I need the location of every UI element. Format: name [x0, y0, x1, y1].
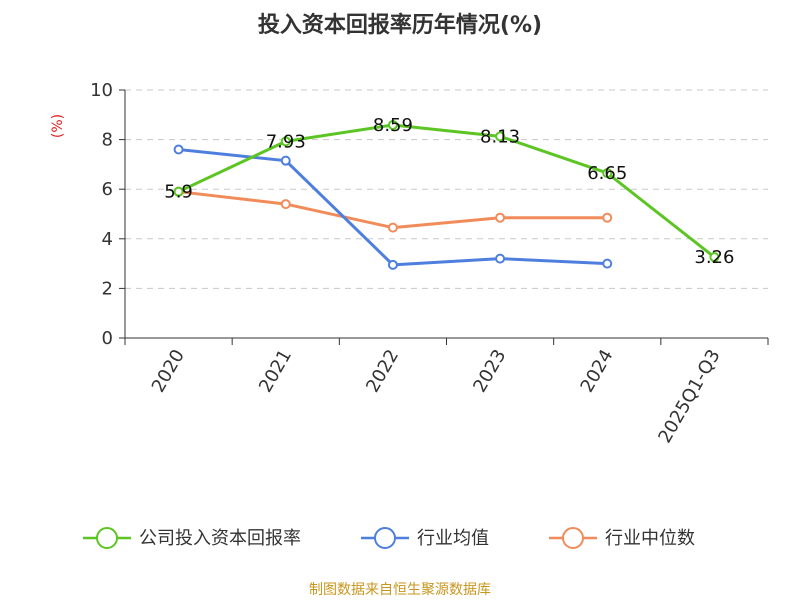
series-line: [178, 190, 608, 230]
data-point: [280, 199, 291, 210]
legend-item[interactable]: 行业均值: [361, 527, 489, 549]
x-tick-label: 2024: [576, 346, 617, 396]
legend-label: 行业中位数: [605, 528, 695, 549]
data-point: [280, 155, 291, 166]
x-tick-label: 2021: [255, 346, 296, 396]
gridlines: [125, 89, 768, 289]
series-line: [177, 123, 716, 259]
x-tick-label: 2023: [469, 346, 510, 396]
data-label: 8.59: [373, 115, 413, 136]
y-tick-label: 0: [102, 328, 113, 349]
data-label: 6.65: [587, 163, 627, 184]
x-tick-label: 2020: [148, 346, 189, 396]
y-tick-label: 6: [102, 179, 113, 200]
legend-marker: [562, 527, 584, 549]
data-point: [495, 253, 506, 264]
y-tick-label: 8: [102, 130, 113, 151]
data-point: [495, 131, 506, 142]
x-tick-label: 2025Q1-Q3: [654, 346, 724, 447]
legend: 公司投入资本回报率 行业均值 行业中位数: [83, 527, 695, 549]
legend-marker: [96, 527, 118, 549]
data-point: [173, 186, 184, 197]
data-point: [602, 212, 613, 223]
source-note: 制图数据来自恒生聚源数据库: [309, 582, 491, 598]
data-point: [387, 222, 398, 233]
data-label: 8.13: [480, 126, 520, 147]
legend-item[interactable]: 行业中位数: [549, 527, 695, 549]
legend-label: 公司投入资本回报率: [139, 528, 301, 549]
data-label: 3.26: [694, 247, 734, 268]
data-point: [387, 119, 398, 130]
data-label: 7.93: [266, 131, 306, 152]
data-point: [387, 259, 398, 270]
legend-marker: [374, 527, 396, 549]
data-point: [602, 258, 613, 269]
data-point: [280, 136, 291, 147]
data-point: [495, 212, 506, 223]
series-line: [178, 148, 608, 267]
legend-label: 行业均值: [417, 528, 489, 549]
y-tick-label: 2: [102, 278, 113, 299]
data-point: [709, 252, 720, 263]
series-layer: [173, 119, 720, 270]
data-point: [602, 168, 613, 179]
y-tick-label: 4: [102, 229, 113, 250]
data-point: [173, 144, 184, 155]
data-labels: 5.9 7.93 8.59 8.13 6.65 3.26: [164, 115, 734, 268]
data-label: 5.9: [164, 182, 193, 203]
x-tick-label: 2022: [362, 346, 403, 396]
y-tick-label: 10: [90, 80, 113, 101]
chart-title: 投入资本回报率历年情况(%): [258, 12, 542, 38]
legend-item[interactable]: 公司投入资本回报率: [83, 527, 301, 549]
y-axis-label: (%): [50, 114, 66, 138]
